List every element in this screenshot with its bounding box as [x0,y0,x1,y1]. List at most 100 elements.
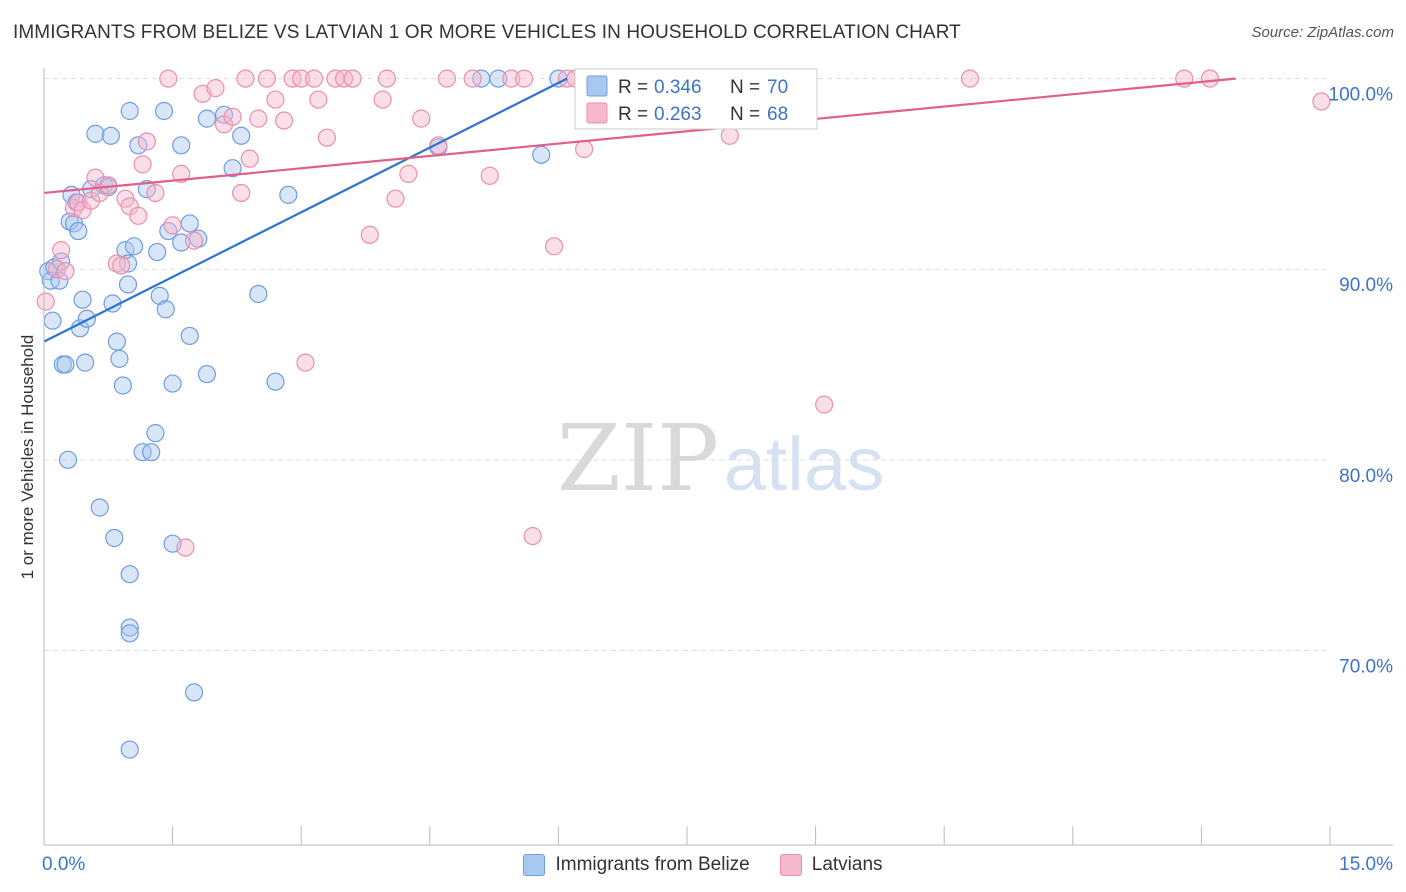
belize-point [232,126,251,145]
latvian-point [1200,69,1220,88]
latvian-point [960,69,980,88]
watermark-zip: ZIP [557,405,719,512]
latvian-point [515,69,534,88]
latvian-point [129,206,148,225]
belize-point [163,374,182,393]
latvian-point [249,109,268,128]
belize-point [118,275,138,294]
latvian-point [36,292,55,311]
belize-point [76,353,95,372]
legend-pink-n-value: 68 [767,104,788,125]
latvian-point [232,183,251,203]
latvian-point [437,69,457,88]
belize-point [120,101,139,121]
belize-point [77,309,96,328]
latvian-trendline [43,77,1236,195]
belize-point [50,271,69,290]
legend-swatch-latvians [779,854,802,876]
belize-point [279,185,298,204]
legend-pink-n-label: N = [730,104,760,125]
belize-point [56,355,75,374]
source-label: Source: ZipAtlas.com [1251,24,1394,41]
latvian-point [172,164,191,184]
belize-point [107,332,126,351]
legend-swatch-belize [523,854,546,876]
latvian-point [399,164,418,184]
legend-frame [574,68,818,130]
legend-box: R = 0.346 N = 70 R = 0.263 N = 68 [574,68,818,130]
y-tick-label: 100.0% [1329,85,1394,106]
belize-point [266,372,285,391]
belize-point [86,124,105,143]
belize-point [120,624,139,643]
latvian-point [223,107,242,126]
latvian-point [309,90,328,109]
y-tick-label: 80.0% [1339,466,1393,487]
latvian-point [545,237,564,256]
latvian-point [112,256,131,275]
belize-point [180,214,199,233]
belize-point [120,740,139,759]
bottom-legend: Immigrants from Belize Latvians [0,852,1406,878]
latvian-point [137,132,156,151]
latvian-point [52,241,71,260]
watermark-atlas: atlas [724,422,885,507]
latvian-point [1312,92,1331,111]
belize-point [489,69,508,88]
belize-point [156,300,175,319]
legend-pink-r-value: 0.263 [654,104,702,125]
belize-point [154,101,174,121]
latvian-point [56,262,75,281]
belize-point [197,109,216,128]
latvian-point [296,353,315,372]
latvian-point [236,69,255,88]
latvian-point [146,183,165,203]
belize-point [146,424,165,443]
x-tick-label: 15.0% [1339,854,1393,875]
belize-point [124,237,144,256]
belize-point [110,349,129,368]
belize-point [249,284,268,304]
belize-point [532,145,551,164]
belize-point [73,290,92,309]
belize-point [120,618,139,637]
belize-point [43,311,62,330]
belize-point [184,683,204,702]
legend-item-belize: Immigrants from Belize [523,854,750,876]
latvian-point [274,111,294,130]
legend-item-latvians: Latvians [779,854,883,876]
trend-layer [43,77,1236,343]
belize-point [129,136,148,155]
belize-point [148,242,167,262]
legend-blue-r-label: R = [618,77,648,98]
points-layer [36,69,1331,759]
y-tick-label: 70.0% [1339,656,1393,677]
legend-pink-r-label: R = [618,104,648,125]
latvian-point [159,69,178,88]
belize-point [142,443,161,462]
latvian-point [240,149,259,168]
latvian-point [360,225,379,244]
latvian-point [502,69,521,88]
latvian-point [480,166,499,185]
latvian-point [720,126,739,145]
belize-point [113,376,132,395]
latvian-point [463,69,482,88]
latvian-point [317,128,337,147]
latvian-point [292,69,311,88]
legend-blue-n-label: N = [730,77,760,98]
latvian-point [176,538,195,557]
latvian-point [412,109,431,128]
latvian-point [373,90,392,109]
belize-point [101,126,120,145]
y-tick-label: 90.0% [1339,275,1393,296]
latvian-point [815,395,834,414]
belize-point [172,136,191,155]
latvian-point [343,69,362,88]
belize-point [105,528,124,548]
latvian-point [386,189,405,208]
latvian-point [523,526,542,546]
latvian-point [377,69,397,88]
latvian-point [304,69,324,88]
